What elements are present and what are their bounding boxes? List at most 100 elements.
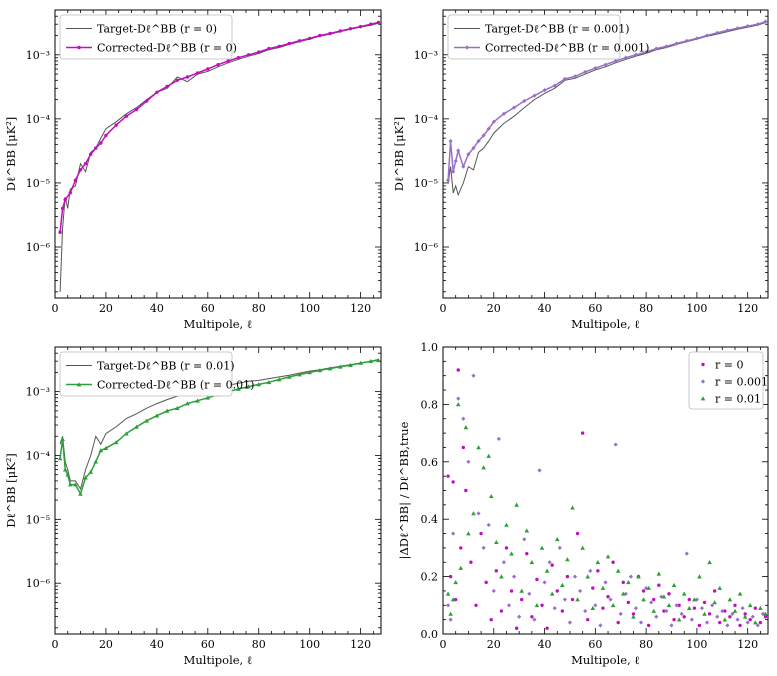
legend-item: Corrected-Dℓ^BB (r = 0.01) (66, 379, 254, 392)
data-point (376, 357, 381, 363)
data-point (684, 551, 689, 556)
legend-item: r = 0.001 (700, 376, 768, 389)
data-point (124, 114, 129, 118)
legend-item: Target-Dℓ^BB (r = 0) (66, 23, 217, 36)
data-point (338, 29, 342, 33)
y-tick-label: 10⁻⁵ (414, 177, 438, 190)
data-point (748, 617, 752, 622)
data-point (712, 600, 717, 605)
legend-marker (700, 396, 706, 401)
legend-box (447, 14, 621, 60)
legend-label: r = 0 (715, 359, 743, 372)
x-tick-label: 80 (252, 302, 266, 315)
legend-label: Target-Dℓ^BB (r = 0.001) (485, 23, 630, 36)
data-point (560, 609, 565, 613)
data-point (674, 41, 679, 46)
y-tick-label: 10⁻⁶ (26, 577, 51, 590)
data-point (537, 468, 542, 473)
plot-area (58, 20, 381, 292)
data-point (206, 67, 210, 71)
data-point (486, 522, 491, 528)
data-point (450, 597, 456, 602)
data-point (466, 152, 471, 157)
data-point (699, 606, 705, 611)
data-point (471, 373, 476, 378)
data-point (578, 588, 583, 594)
data-point (542, 88, 547, 93)
legend-item: Corrected-Dℓ^BB (r = 0.001) (454, 42, 649, 55)
data-point (134, 424, 139, 429)
data-point (525, 551, 529, 556)
y-tick-label: 0.0 (421, 628, 439, 641)
legend-box (59, 14, 233, 60)
data-point (763, 611, 768, 616)
chart-panel-4: 0 20 40 60 80 100 120 Multipole, ℓ 0.0 0.2 0.4 0.6 0… (397, 341, 769, 667)
data-point (732, 608, 738, 613)
data-point (633, 52, 639, 57)
x-tick-label: 40 (538, 302, 552, 315)
data-point (266, 379, 272, 385)
data-point (560, 582, 565, 588)
y-axis-label: |ΔDℓ^BB| / Dℓ^BB,true (397, 421, 412, 559)
data-point (459, 546, 463, 550)
data-point (348, 362, 353, 367)
data-point (267, 46, 271, 51)
data-point (595, 559, 601, 565)
y-tick-label: 10⁻⁶ (414, 241, 439, 254)
series-2 (445, 373, 766, 628)
y-tick-label: 10⁻³ (26, 386, 50, 399)
data-point (638, 620, 644, 625)
data-point (527, 591, 532, 596)
data-point (601, 606, 605, 610)
data-point (534, 603, 540, 608)
data-point (297, 39, 302, 43)
data-point (702, 600, 707, 605)
data-point (758, 620, 763, 625)
legend-marker (464, 45, 470, 50)
data-point (519, 588, 525, 593)
data-point (654, 46, 659, 51)
data-point (287, 374, 292, 379)
data-point (616, 620, 620, 625)
data-point (603, 580, 608, 585)
legend-marker (77, 45, 81, 50)
data-point (476, 445, 481, 450)
data-point (445, 178, 451, 183)
data-point (144, 99, 149, 103)
data-point (307, 370, 312, 375)
legend-label: Target-Dℓ^BB (r = 0.01) (97, 360, 235, 373)
plot-area (445, 368, 768, 630)
x-tick-label: 100 (299, 638, 320, 651)
data-point (514, 626, 519, 630)
x-tick-label: 40 (150, 302, 164, 315)
data-point (484, 580, 488, 585)
data-point (596, 569, 600, 573)
data-point (327, 366, 333, 371)
x-tick-label: 0 (440, 638, 447, 651)
data-point (646, 623, 651, 628)
data-point (611, 560, 615, 564)
data-point (504, 522, 509, 527)
x-tick-label: 100 (686, 302, 707, 315)
data-point (456, 368, 460, 372)
data-point (565, 557, 570, 562)
data-point (83, 475, 88, 480)
data-point (735, 617, 740, 622)
data-point (491, 119, 496, 124)
x-tick-label: 40 (150, 638, 164, 651)
data-point (606, 594, 610, 599)
data-point (530, 615, 534, 619)
data-point (226, 59, 230, 63)
data-point (456, 148, 461, 153)
legend: Target-Dℓ^BB (r = 0.01) Corrected-Dℓ^BB (… (59, 351, 254, 397)
data-point (718, 620, 722, 625)
x-tick-label: 120 (350, 302, 371, 315)
data-point (620, 591, 626, 596)
data-point (317, 368, 323, 373)
y-tick-label: 10⁻³ (26, 49, 50, 62)
data-point (600, 585, 606, 590)
data-point (621, 580, 625, 585)
x-tick-label: 40 (538, 638, 552, 651)
data-point (562, 76, 567, 82)
